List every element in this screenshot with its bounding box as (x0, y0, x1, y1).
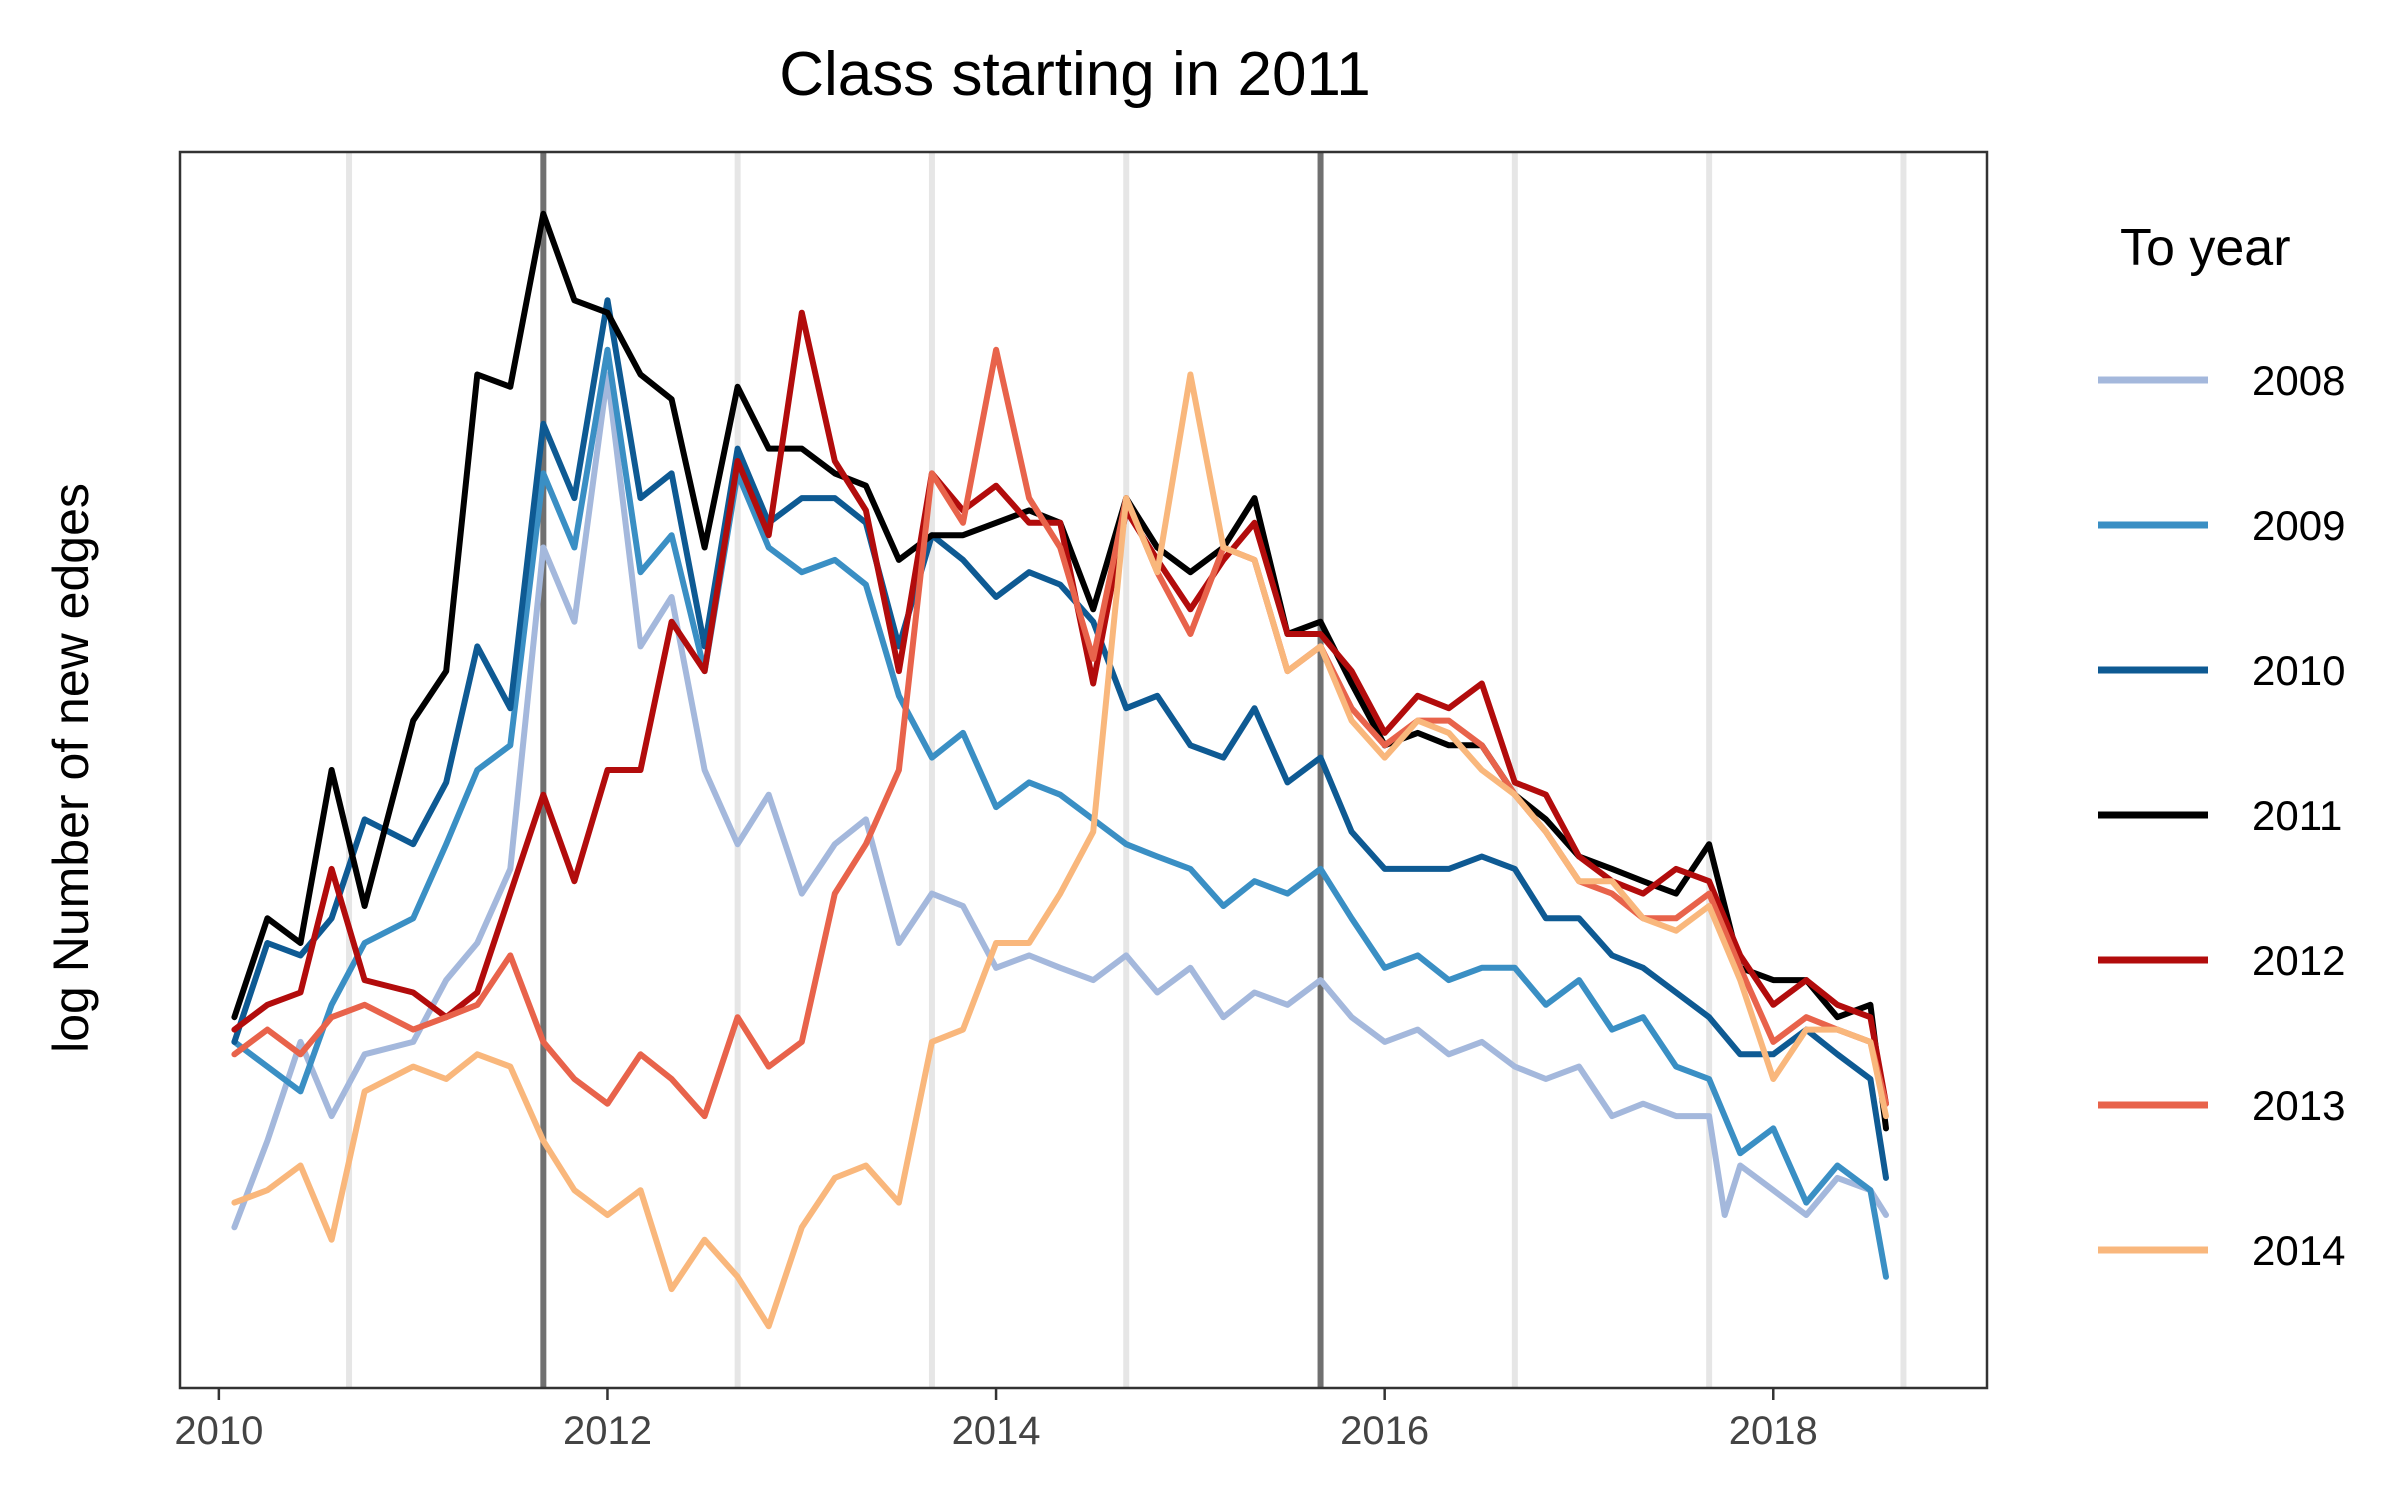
x-tick-label-2014: 2014 (952, 1409, 1041, 1453)
series-line-2008 (231, 371, 1889, 1231)
series-lines (231, 210, 1889, 1330)
x-tick-label-2012: 2012 (563, 1409, 652, 1453)
plot-border (178, 150, 1989, 1390)
series-line-2011 (231, 210, 1889, 1132)
series-line-2009 (231, 346, 1889, 1280)
series-line-2013 (231, 346, 1889, 1120)
x-tick-label-2010: 2010 (174, 1409, 263, 1453)
legend-label-2014: 2014 (2252, 1227, 2345, 1274)
legend-title: To year (2120, 219, 2291, 277)
x-tick-label-2016: 2016 (1340, 1409, 1429, 1453)
legend-label-2010: 2010 (2252, 647, 2345, 694)
grid-lines (346, 152, 1907, 1388)
chart-title: Class starting in 2011 (779, 40, 1371, 109)
y-axis-title: log Number of new edges (43, 483, 99, 1053)
series-line-2010 (231, 297, 1889, 1181)
legend-label-2013: 2013 (2252, 1082, 2345, 1129)
x-axis: 2010 2012 2014 2016 2018 (174, 1388, 1818, 1453)
series-line-2012 (231, 309, 1889, 1107)
legend-label-2009: 2009 (2252, 502, 2345, 549)
legend-label-2008: 2008 (2252, 357, 2345, 404)
legend-label-2011: 2011 (2252, 792, 2342, 839)
x-tick-label-2018: 2018 (1729, 1409, 1818, 1453)
legend: To year 2008 2009 2010 2011 2012 2013 2014 (2098, 219, 2345, 1274)
series-line-2014 (231, 371, 1889, 1330)
legend-label-2012: 2012 (2252, 937, 2345, 984)
